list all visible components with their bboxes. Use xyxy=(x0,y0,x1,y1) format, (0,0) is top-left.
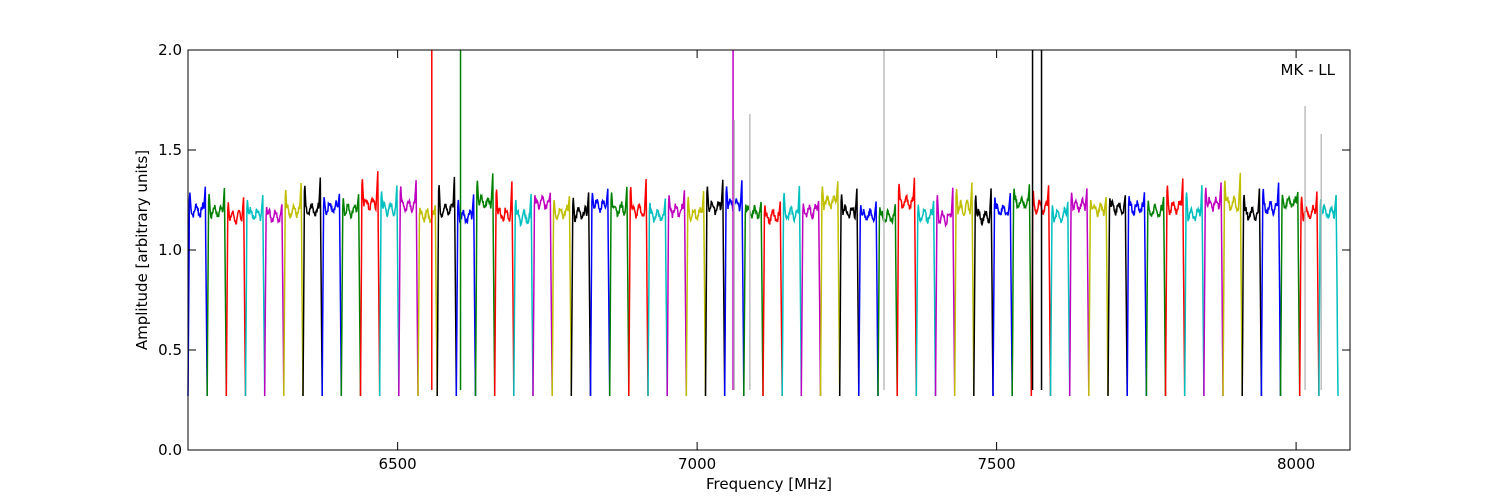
channel-series-line xyxy=(685,191,707,397)
y-tick-label: 1.0 xyxy=(158,241,182,259)
channel-series-line xyxy=(1088,197,1109,397)
channel-series-line xyxy=(513,193,534,397)
channel-series-line xyxy=(743,201,764,397)
channel-series-line xyxy=(359,171,381,397)
channel-series-line xyxy=(1126,192,1148,397)
channel-series-line xyxy=(187,186,208,397)
y-axis-label: Amplitude [arbitrary units] xyxy=(133,150,151,350)
x-tick-label: 6500 xyxy=(379,455,417,473)
channel-series-line xyxy=(781,185,803,397)
y-axis-ticks: 0.0 0.5 1.0 1.5 2.0 xyxy=(158,41,1350,459)
channel-series-line xyxy=(1164,178,1186,397)
channel-series-line xyxy=(455,194,477,397)
channel-series-line xyxy=(474,173,496,397)
rfi-spike-layer xyxy=(431,50,1322,390)
channel-series-line xyxy=(283,182,304,397)
channel-series-line xyxy=(877,204,898,397)
channel-series-line xyxy=(1068,188,1090,397)
channel-series-line xyxy=(858,201,879,397)
channel-series-line xyxy=(973,188,994,397)
channel-series-line xyxy=(1318,194,1339,397)
channel-series-line xyxy=(302,177,323,397)
channel-series-line xyxy=(551,196,573,397)
channel-series-line xyxy=(1145,196,1167,397)
channel-series-line xyxy=(570,192,592,397)
channel-series-line xyxy=(340,194,362,397)
channel-series-line xyxy=(838,188,860,397)
channel-series-line xyxy=(934,187,956,397)
channel-series-line xyxy=(953,182,975,397)
channel-series-line xyxy=(1049,201,1071,397)
panel-annotation: MK - LL xyxy=(1281,61,1336,79)
x-tick-label: 8000 xyxy=(1277,455,1315,473)
channel-series-line xyxy=(493,181,515,397)
channel-series-line xyxy=(1260,182,1282,397)
y-tick-label: 1.5 xyxy=(158,141,182,159)
channel-series-line xyxy=(589,188,611,397)
channel-series-line xyxy=(896,177,918,397)
channel-series-line xyxy=(1222,172,1243,397)
channel-series-line xyxy=(647,198,668,397)
series-layer xyxy=(187,171,1339,397)
x-tick-label: 7500 xyxy=(978,455,1016,473)
channel-series-line xyxy=(762,201,783,397)
y-tick-label: 0.0 xyxy=(158,441,182,459)
channel-series-line xyxy=(1011,184,1033,397)
channel-series-line xyxy=(628,178,649,397)
channel-series-line xyxy=(263,204,285,397)
channel-series-line xyxy=(398,180,419,397)
y-tick-label: 0.5 xyxy=(158,341,182,359)
channel-series-line xyxy=(417,205,438,397)
channel-series-line xyxy=(321,193,343,397)
channel-series-line xyxy=(206,188,228,397)
channel-series-line xyxy=(378,185,400,397)
channel-series-line xyxy=(1183,185,1205,397)
channel-series-line xyxy=(225,197,247,397)
y-tick-label: 2.0 xyxy=(158,41,182,59)
channel-series-line xyxy=(1279,191,1301,397)
channel-series-line xyxy=(819,181,841,397)
channel-series-line xyxy=(704,179,726,397)
channel-series-line xyxy=(800,200,822,397)
x-tick-label: 7000 xyxy=(678,455,716,473)
channel-series-line xyxy=(1107,195,1128,397)
channel-series-line xyxy=(915,200,937,397)
x-axis-label: Frequency [MHz] xyxy=(706,475,832,493)
channel-series-line xyxy=(1298,191,1320,397)
channel-series-line xyxy=(1241,188,1263,397)
x-axis-ticks: 6500 7000 7500 8000 xyxy=(379,50,1315,473)
channel-series-line xyxy=(992,193,1013,397)
channel-series-line xyxy=(436,176,458,397)
channel-series-line xyxy=(666,190,688,397)
channel-series-line xyxy=(608,186,630,397)
channel-series-line xyxy=(244,195,266,397)
channel-series-line xyxy=(1203,182,1224,397)
channel-series-line xyxy=(532,192,553,397)
